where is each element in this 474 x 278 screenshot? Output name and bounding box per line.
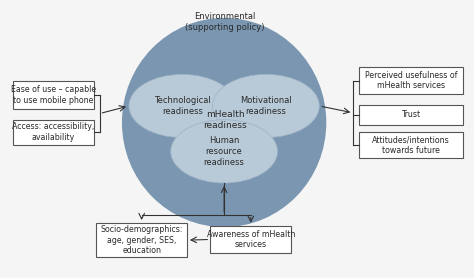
Circle shape	[171, 120, 278, 183]
Circle shape	[129, 74, 236, 138]
Text: Socio-demographics:
age, gender, SES,
education: Socio-demographics: age, gender, SES, ed…	[100, 225, 183, 255]
Circle shape	[212, 74, 319, 138]
Text: Trust: Trust	[401, 110, 420, 120]
Text: Human
resource
readiness: Human resource readiness	[204, 136, 245, 167]
Text: mHealth
readiness: mHealth readiness	[203, 110, 247, 130]
Text: Attitudes/intentions
towards future: Attitudes/intentions towards future	[372, 135, 450, 155]
Text: Access: accessibility,
availability: Access: accessibility, availability	[12, 122, 94, 142]
FancyBboxPatch shape	[13, 81, 94, 109]
Text: Motivational
readiness: Motivational readiness	[240, 96, 292, 116]
FancyBboxPatch shape	[96, 223, 187, 257]
Text: Technological
readiness: Technological readiness	[154, 96, 210, 116]
Text: Ease of use – capable
to use mobile phone: Ease of use – capable to use mobile phon…	[11, 85, 96, 105]
Text: Awareness of mHealth
services: Awareness of mHealth services	[207, 230, 295, 249]
Text: Perceived usefulness of
mHealth services: Perceived usefulness of mHealth services	[365, 71, 457, 90]
FancyBboxPatch shape	[359, 132, 463, 158]
FancyBboxPatch shape	[359, 68, 463, 94]
FancyBboxPatch shape	[210, 226, 292, 253]
FancyBboxPatch shape	[13, 120, 94, 145]
FancyBboxPatch shape	[359, 105, 463, 125]
Text: Environmental
(supporting policy): Environmental (supporting policy)	[185, 12, 265, 32]
Ellipse shape	[122, 18, 326, 227]
